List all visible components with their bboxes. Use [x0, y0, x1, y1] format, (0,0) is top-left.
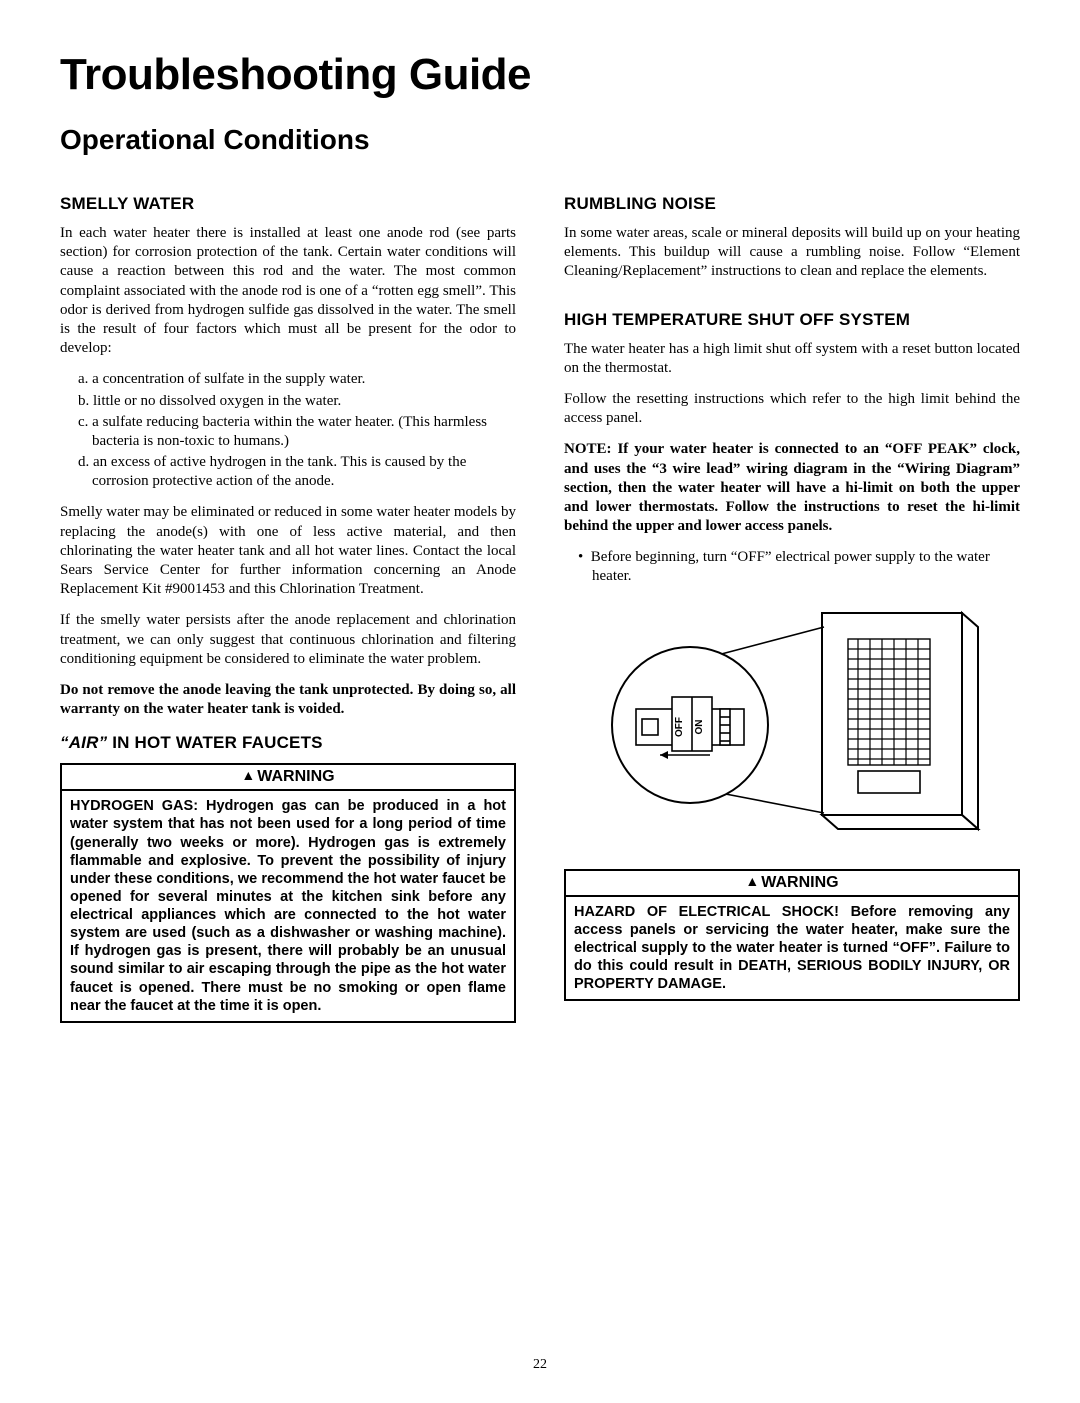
page-title: Troubleshooting Guide: [60, 50, 1020, 100]
section-title: Operational Conditions: [60, 124, 1020, 156]
diagram-container: OFF ON: [564, 605, 1020, 855]
hydrogen-warning-box: ▲WARNING HYDROGEN GAS: Hydrogen gas can …: [60, 763, 516, 1023]
two-column-layout: SMELLY WATER In each water heater there …: [60, 180, 1020, 1035]
shock-warning-body: HAZARD OF ELECTRICAL SHOCK! Before remov…: [566, 897, 1018, 1000]
smelly-list-item: c. a sulfate reducing bacteria within th…: [78, 413, 516, 451]
rumbling-p1: In some water areas, scale or mineral de…: [564, 224, 1020, 282]
smelly-list-item: d. an excess of active hydrogen in the t…: [78, 453, 516, 491]
warning-triangle-icon: ▲: [745, 873, 759, 889]
shock-warning-box: ▲WARNING HAZARD OF ELECTRICAL SHOCK! Bef…: [564, 869, 1020, 1002]
smelly-list: a. a concentration of sulfate in the sup…: [78, 370, 516, 491]
air-heading: “AIR” IN HOT WATER FAUCETS: [60, 733, 516, 753]
off-label: OFF: [674, 717, 685, 737]
warning-label: WARNING: [257, 768, 334, 785]
page-number: 22: [0, 1357, 1080, 1373]
rumbling-heading: RUMBLING NOISE: [564, 194, 1020, 214]
warning-title: ▲WARNING: [566, 871, 1018, 897]
on-label: ON: [694, 719, 705, 734]
smelly-water-heading: SMELLY WATER: [60, 194, 516, 214]
smelly-list-item: b. little or no dissolved oxygen in the …: [78, 392, 516, 411]
high-temp-bullet: • Before beginning, turn “OFF” electrica…: [564, 548, 1020, 586]
right-column: RUMBLING NOISE In some water areas, scal…: [564, 180, 1020, 1035]
smelly-p2: Smelly water may be eliminated or reduce…: [60, 503, 516, 599]
bullet-text: Before beginning, turn “OFF” electrical …: [591, 549, 990, 584]
hydrogen-warning-body: HYDROGEN GAS: Hydrogen gas can be produc…: [62, 791, 514, 1021]
smelly-list-item: a. a concentration of sulfate in the sup…: [78, 370, 516, 389]
warning-triangle-icon: ▲: [241, 767, 255, 783]
air-heading-rest: IN HOT WATER FAUCETS: [107, 733, 322, 752]
high-temp-note: NOTE: If your water heater is connected …: [564, 440, 1020, 536]
smelly-p1: In each water heater there is installed …: [60, 224, 516, 358]
warning-label: WARNING: [761, 874, 838, 891]
high-temp-p1: The water heater has a high limit shut o…: [564, 340, 1020, 378]
air-heading-italic: “AIR”: [60, 733, 107, 752]
warning-title: ▲WARNING: [62, 765, 514, 791]
high-temp-heading: HIGH TEMPERATURE SHUT OFF SYSTEM: [564, 310, 1020, 330]
smelly-p3: If the smelly water persists after the a…: [60, 611, 516, 669]
access-panel-diagram: OFF ON: [602, 605, 982, 855]
smelly-warning-paragraph: Do not remove the anode leaving the tank…: [60, 681, 516, 719]
left-column: SMELLY WATER In each water heater there …: [60, 180, 516, 1035]
high-temp-p2: Follow the resetting instructions which …: [564, 390, 1020, 428]
